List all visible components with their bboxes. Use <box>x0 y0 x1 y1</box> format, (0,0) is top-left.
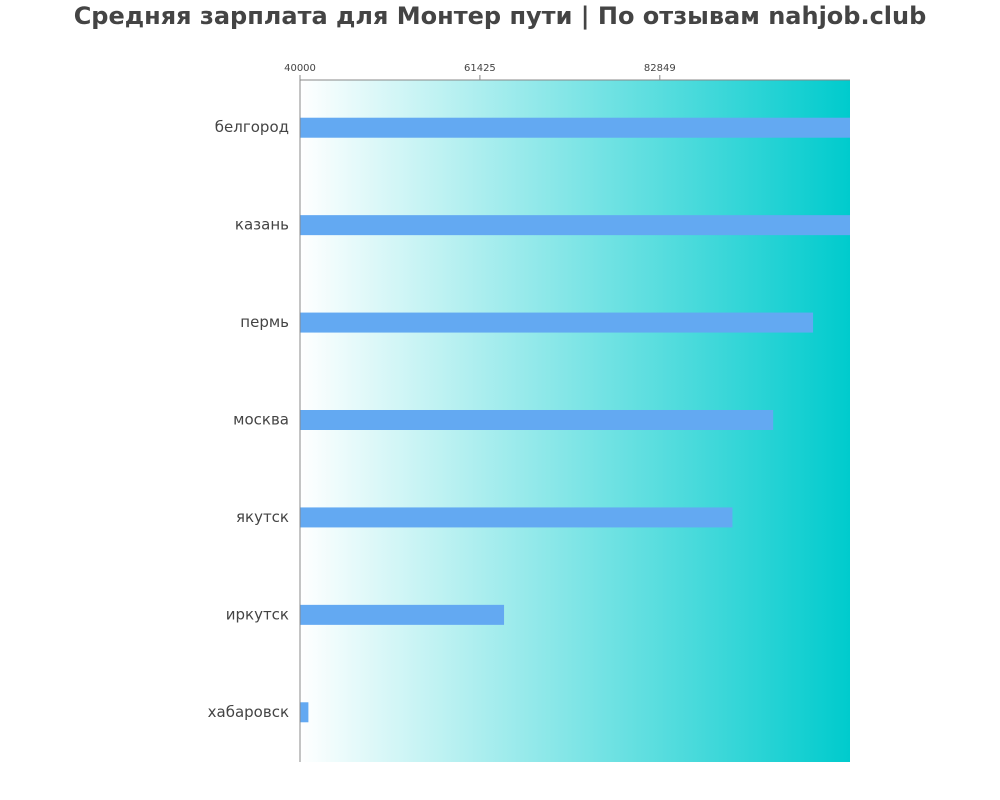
bar-1 <box>300 215 850 236</box>
x-tick-label: 61425 <box>464 63 496 74</box>
bar-6 <box>300 702 309 723</box>
chart-title: Средняя зарплата для Монтер пути | По от… <box>73 2 927 30</box>
x-tick-label: 82849 <box>644 63 676 74</box>
category-label: казань <box>235 216 289 234</box>
bar-5 <box>300 604 505 625</box>
category-label: пермь <box>240 313 289 331</box>
bar-0 <box>300 117 850 138</box>
category-label: москва <box>233 411 289 429</box>
bar-3 <box>300 410 774 430</box>
category-label: белгород <box>215 118 289 136</box>
bar-4 <box>300 507 733 528</box>
category-label: хабаровск <box>208 703 289 721</box>
x-tick-label: 40000 <box>284 63 316 74</box>
bar-2 <box>300 312 814 333</box>
category-label: якутск <box>236 508 289 526</box>
category-label: иркутск <box>226 605 289 623</box>
